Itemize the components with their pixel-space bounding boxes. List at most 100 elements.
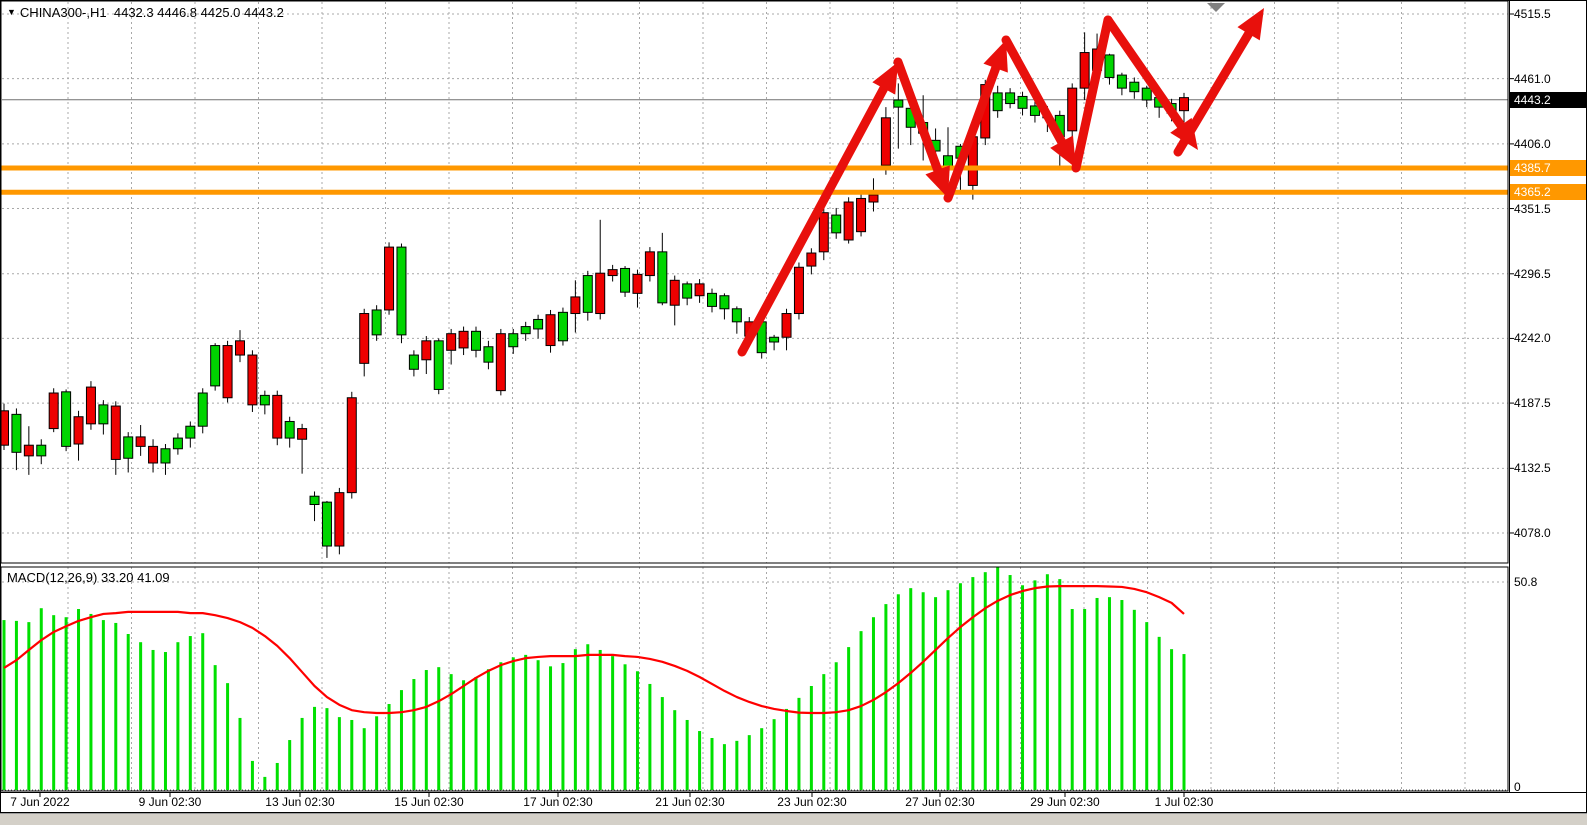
price-tick-label: 4461.0 [1514,71,1551,86]
macd-histogram-bar [449,674,453,790]
macd-histogram-bar [983,572,987,790]
candle-body [433,340,444,390]
macd-histogram-bar [1182,654,1186,790]
macd-histogram-bar [114,622,118,790]
time-tick-label: 17 Jun 02:30 [523,795,593,809]
candle-body [620,267,631,293]
macd-name: MACD(12,26,9) [7,570,98,585]
trend-arrow-head [925,165,950,198]
candle-body [61,391,72,447]
main-panel-border [0,0,1509,564]
trend-arrow-line[interactable] [1103,15,1190,137]
trend-arrow-head [872,62,898,95]
price-tick-label: 4296.5 [1514,266,1551,281]
candle-body [1079,52,1090,89]
macd-histogram-bar [1145,622,1149,790]
candle-body [396,246,407,336]
macd-histogram-bar [126,633,130,790]
price-tick-label: 4406.0 [1514,136,1551,151]
macd-histogram-bar [424,670,428,790]
price-tick-label: 4242.0 [1514,331,1551,346]
macd-histogram-bar [337,717,341,790]
chart-shift-marker[interactable] [1207,3,1225,12]
candle-body [421,340,432,361]
macd-histogram-bar [710,737,714,790]
candle-body [719,295,730,310]
macd-histogram-bar [1070,609,1074,790]
candle-body [1116,74,1127,89]
macd-histogram-bar [896,594,900,790]
macd-histogram-bar [188,636,192,790]
macd-histogram-bar [648,683,652,790]
macd-scale-max: 50.8 [1514,575,1538,589]
candle-body [172,437,183,450]
candle-body [259,394,270,406]
macd-histogram-bar [722,744,726,790]
candle-body [595,272,606,315]
candle-body [160,448,171,464]
macd-histogram-bar [946,590,950,790]
candle-body [694,283,705,297]
candle-body [0,410,9,446]
candle-body [682,283,693,299]
level-price-badge: 4365.2 [1510,184,1586,201]
macd-histogram-bar [176,642,180,790]
macd-histogram-bar [362,728,366,790]
macd-histogram-bar [1120,600,1124,790]
candle-body [843,201,854,241]
price-tick-label: 4078.0 [1514,525,1551,540]
time-tick-label: 1 Jul 02:30 [1154,795,1214,809]
macd-histogram-bar [598,649,602,790]
candle-body [570,296,581,315]
quote-low: 4425.0 [200,5,241,20]
candle-body [1179,97,1189,112]
candle-body [607,269,618,277]
macd-histogram-bar [971,577,975,790]
macd-histogram-bar [797,697,801,790]
trend-arrow-head [1237,8,1264,41]
macd-histogram-bar [772,719,776,790]
candle-body [657,251,668,304]
macd-histogram-bar [39,608,43,790]
macd-histogram-bar [462,680,466,790]
trend-arrow-line[interactable] [943,56,1003,203]
candle-body [334,492,345,547]
macd-signal-line [3,584,1185,715]
macd-histogram-bar [486,669,490,790]
trend-arrow-line[interactable] [1173,22,1258,157]
candle-body [309,495,320,506]
macd-histogram-bar [350,719,354,790]
macd-histogram-bar [871,617,875,790]
trend-arrow-line[interactable] [1001,35,1070,154]
macd-histogram-bar [2,620,6,790]
macd-histogram-bar [412,679,416,790]
candle-body [98,404,109,425]
window-bottom-strip [0,813,1587,825]
candle-body [483,346,494,363]
macd-histogram-bar [561,663,565,790]
trend-arrow-line[interactable] [893,57,945,182]
candle-body [210,345,221,387]
candle-body [247,354,258,406]
macd-histogram-bar [163,652,167,790]
trend-arrow-line[interactable] [1071,15,1113,173]
candle-body [321,501,332,547]
candle-body [284,420,295,439]
macd-histogram-bar [313,706,317,790]
macd-histogram-bar [474,676,478,790]
time-tick-label: 13 Jun 02:30 [265,795,335,809]
macd-histogram-bar [1045,574,1049,790]
macd-histogram-bar [834,662,838,790]
macd-histogram-bar [64,617,68,790]
candle-body [371,309,382,336]
macd-histogram-bar [884,604,888,790]
candle-body [1104,54,1115,78]
candle-body [582,275,593,313]
candle-body [793,266,804,315]
symbol-dropdown-icon[interactable]: ▼ [7,7,16,17]
trend-arrow-line[interactable] [737,76,893,357]
macd-histogram-bar [822,674,826,790]
candle-body [297,428,308,440]
